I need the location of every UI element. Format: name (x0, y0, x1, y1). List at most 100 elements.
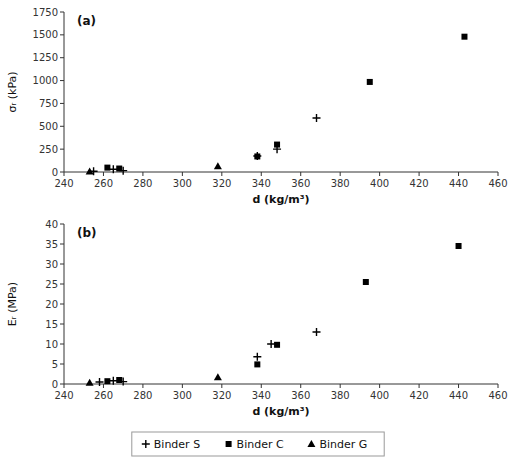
legend-label: Binder G (319, 438, 367, 451)
x-axis-line (64, 384, 498, 385)
y-tick-label: 15 (45, 319, 58, 330)
x-tick (340, 172, 341, 176)
x-tick-label: 320 (212, 390, 231, 401)
x-tick-label: 440 (449, 178, 468, 189)
y-tick-label: 1000 (33, 75, 58, 86)
x-tick-label: 240 (54, 178, 73, 189)
x-tick-label: 420 (410, 178, 429, 189)
point (367, 79, 373, 85)
y-tick-label: 500 (39, 121, 58, 132)
y-tick (60, 304, 64, 305)
point (116, 166, 122, 172)
y-tick-label: 20 (45, 299, 58, 310)
y-tick (60, 364, 64, 365)
series (104, 243, 461, 384)
y-tick (60, 12, 64, 13)
point (267, 340, 275, 348)
y-tick-label: 35 (45, 239, 58, 250)
x-tick (498, 384, 499, 388)
y-tick-label: 1750 (33, 7, 58, 18)
x-tick-label: 400 (370, 390, 389, 401)
x-tick-label: 440 (449, 390, 468, 401)
point (254, 361, 260, 367)
series (90, 114, 321, 175)
x-tick (458, 384, 459, 388)
series (104, 34, 467, 172)
x-tick (300, 172, 301, 176)
y-axis-label: σᵣ (kPa) (6, 71, 19, 112)
x-tick (261, 172, 262, 176)
legend-swatch (226, 441, 232, 447)
point (254, 153, 260, 159)
point (253, 152, 261, 160)
data-layer (86, 243, 462, 386)
legend-swatch (142, 440, 150, 448)
x-tick (300, 384, 301, 388)
point (104, 165, 110, 171)
panel: 2402602803003203403603804004204404600250… (6, 7, 508, 207)
point (313, 328, 321, 336)
series (96, 328, 321, 386)
x-tick-label: 360 (291, 390, 310, 401)
y-tick-label: 5 (52, 359, 58, 370)
y-tick (60, 34, 64, 35)
point (109, 377, 117, 385)
x-tick-label: 240 (54, 390, 73, 401)
x-tick (64, 172, 65, 176)
y-tick-label: 0 (52, 167, 58, 178)
legend-box (132, 432, 384, 456)
x-tick (142, 172, 143, 176)
x-tick (419, 384, 420, 388)
x-tick (379, 172, 380, 176)
x-tick-label: 380 (331, 178, 350, 189)
x-tick-label: 300 (173, 178, 192, 189)
legend-swatch (307, 440, 315, 447)
legend-label: Binder C (237, 438, 284, 451)
panel-label: (b) (77, 226, 97, 240)
y-tick-label: 250 (39, 144, 58, 155)
y-tick-label: 750 (39, 98, 58, 109)
panel: 2402602803003203403603804004204404600510… (6, 219, 508, 419)
point (363, 279, 369, 285)
x-tick (221, 172, 222, 176)
point (109, 165, 117, 173)
point (104, 378, 110, 384)
x-tick (182, 384, 183, 388)
y-tick-label: 10 (45, 339, 58, 350)
y-tick-label: 0 (52, 379, 58, 390)
point (274, 342, 280, 348)
y-tick (60, 126, 64, 127)
point (96, 378, 104, 386)
x-tick (182, 172, 183, 176)
point (214, 373, 222, 380)
point (86, 379, 94, 386)
x-tick-label: 460 (488, 178, 507, 189)
x-axis-label: d (kg/m³) (252, 193, 309, 206)
y-tick-label: 30 (45, 259, 58, 270)
point (253, 353, 261, 361)
y-tick (60, 103, 64, 104)
x-tick-label: 460 (488, 390, 507, 401)
y-tick (60, 244, 64, 245)
series (86, 162, 222, 174)
x-tick-label: 320 (212, 178, 231, 189)
x-tick-label: 340 (252, 178, 271, 189)
x-tick-label: 340 (252, 390, 271, 401)
y-tick-label: 1250 (33, 52, 58, 63)
y-tick (60, 57, 64, 58)
y-tick (60, 80, 64, 81)
point (116, 377, 122, 383)
x-tick-label: 300 (173, 390, 192, 401)
point (313, 114, 321, 122)
x-tick-label: 380 (331, 390, 350, 401)
data-layer (86, 34, 468, 176)
x-axis-line (64, 172, 498, 173)
y-tick (60, 172, 64, 173)
point (214, 162, 222, 169)
x-tick (340, 384, 341, 388)
x-tick (103, 384, 104, 388)
x-tick-label: 260 (94, 390, 113, 401)
x-tick-label: 280 (133, 390, 152, 401)
series (86, 373, 222, 386)
legend-item: Binder C (226, 438, 284, 451)
